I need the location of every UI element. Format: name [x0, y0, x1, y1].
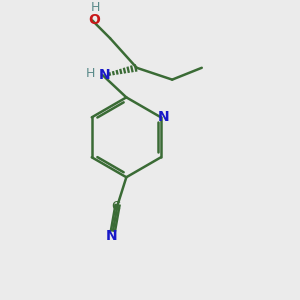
Text: C: C	[112, 200, 120, 213]
Text: O: O	[88, 14, 100, 28]
Text: N: N	[158, 110, 170, 124]
Text: N: N	[98, 68, 110, 82]
Text: H: H	[91, 1, 100, 13]
Text: H: H	[86, 67, 95, 80]
Text: N: N	[106, 230, 117, 243]
